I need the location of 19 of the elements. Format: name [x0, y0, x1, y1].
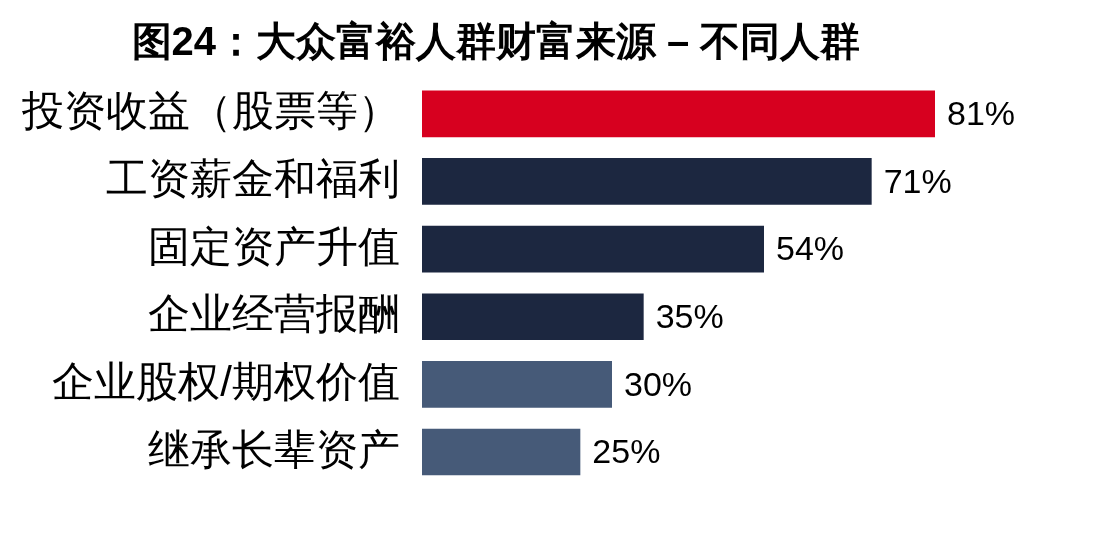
bar — [422, 90, 935, 138]
y-tick-label: 企业经营报酬 — [148, 290, 400, 338]
y-tick-label: 投资收益（股票等） — [21, 87, 400, 135]
y-tick-label: 继承长辈资产 — [148, 425, 400, 473]
bar — [422, 225, 764, 273]
chart-title: 图24：大众富裕人群财富来源 – 不同人群 — [131, 19, 861, 64]
data-label: 81% — [947, 94, 1016, 133]
bar — [422, 361, 612, 408]
data-label: 54% — [776, 229, 845, 268]
data-label: 71% — [883, 161, 952, 200]
bar — [422, 158, 872, 205]
y-tick-label: 企业股权/期权价值 — [52, 357, 400, 405]
data-label: 25% — [592, 432, 661, 471]
y-tick-label: 工资薪金和福利 — [106, 155, 400, 203]
bar — [422, 428, 581, 476]
y-tick-label: 固定资产升值 — [148, 222, 400, 270]
data-label: 35% — [655, 297, 724, 336]
data-label: 30% — [624, 364, 693, 403]
bar — [422, 293, 644, 341]
